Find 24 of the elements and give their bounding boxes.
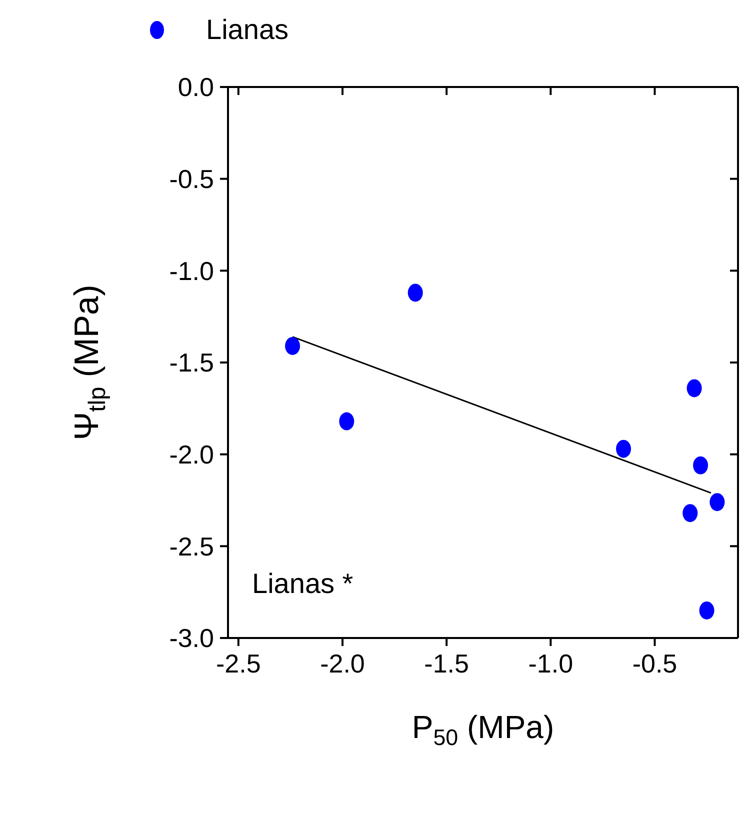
y-tick-label: -2.5 xyxy=(169,531,214,562)
x-tick-label: -0.5 xyxy=(632,648,678,678)
legend-label: Lianas xyxy=(206,14,289,46)
x-tick-label: -1.0 xyxy=(528,648,574,678)
point xyxy=(339,412,354,430)
x-tick-label: -2.5 xyxy=(216,648,261,678)
point xyxy=(408,284,423,302)
x-tick-label: -1.5 xyxy=(424,648,469,678)
y-tick-label: 0.0 xyxy=(178,72,214,102)
y-tick-label: -1.5 xyxy=(169,348,214,378)
y-tick-label: -0.5 xyxy=(169,164,214,194)
y-tick-label: -1.0 xyxy=(169,256,214,286)
x-axis-title: P$_{50}$ (MPa) xyxy=(412,709,554,750)
point xyxy=(710,493,725,512)
y-tick-label: -2.0 xyxy=(169,440,214,470)
point xyxy=(693,456,708,474)
point xyxy=(699,601,714,620)
point xyxy=(682,504,698,522)
point xyxy=(285,336,300,355)
x-tick-label: -2.0 xyxy=(320,648,365,678)
annotation: Lianas * xyxy=(252,568,354,600)
point xyxy=(686,379,702,398)
y-tick-label: -3.0 xyxy=(169,623,214,654)
point xyxy=(616,440,632,458)
